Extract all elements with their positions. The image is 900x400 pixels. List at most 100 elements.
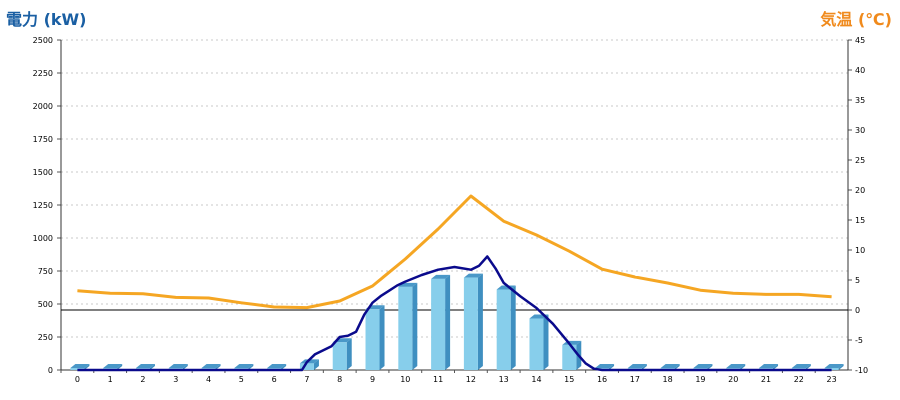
- bar: [299, 363, 314, 370]
- bar-side: [182, 364, 188, 370]
- x-tick-label: 3: [173, 375, 178, 384]
- left-axis-title: 電力 (kW): [6, 10, 87, 29]
- x-tick-label: 5: [239, 375, 244, 384]
- bar-side: [215, 364, 221, 370]
- x-tick-label: 13: [499, 375, 509, 384]
- bar-top: [759, 364, 779, 368]
- bar-side: [379, 305, 385, 370]
- bar-top: [267, 364, 287, 368]
- bar-top: [693, 364, 713, 368]
- x-tick-label: 4: [206, 375, 211, 384]
- bar-top: [824, 364, 844, 368]
- bar-top: [595, 364, 615, 368]
- bar-side: [412, 282, 418, 370]
- left-tick-label: 1250: [33, 201, 53, 210]
- left-tick-label: 1750: [33, 135, 53, 144]
- x-tick-label: 19: [695, 375, 705, 384]
- x-tick-label: 21: [761, 375, 771, 384]
- right-tick-label: 40: [855, 66, 865, 75]
- x-tick-label: 23: [827, 375, 837, 384]
- bar-side: [117, 364, 123, 370]
- bar: [70, 368, 85, 370]
- right-tick-label: 30: [855, 126, 865, 135]
- left-tick-label: 500: [38, 300, 53, 309]
- bar-top: [463, 273, 483, 278]
- x-tick-label: 1: [108, 375, 113, 384]
- left-tick-label: 1500: [33, 168, 53, 177]
- bar: [431, 278, 446, 370]
- left-tick-label: 2000: [33, 102, 53, 111]
- bar-top: [431, 274, 451, 279]
- bar: [463, 277, 478, 370]
- right-tick-label: -5: [855, 336, 863, 345]
- x-tick-label: 7: [304, 375, 309, 384]
- right-tick-label: 10: [855, 246, 865, 255]
- x-tick-label: 18: [663, 375, 673, 384]
- bar-top: [103, 364, 123, 368]
- x-tick-label: 22: [794, 375, 804, 384]
- x-tick-label: 14: [531, 375, 541, 384]
- x-tick-label: 9: [370, 375, 375, 384]
- left-tick-label: 1000: [33, 234, 53, 243]
- bar-side: [674, 364, 680, 370]
- right-tick-label: 15: [855, 216, 865, 225]
- bar: [365, 309, 380, 370]
- bar: [824, 368, 839, 370]
- right-tick-label: 0: [855, 306, 860, 315]
- right-tick-label: 5: [855, 276, 860, 285]
- bar-side: [641, 364, 647, 370]
- x-tick-label: 0: [75, 375, 80, 384]
- right-tick-label: 45: [855, 36, 865, 45]
- left-tick-label: 0: [48, 366, 53, 375]
- bar-side: [838, 364, 844, 370]
- left-tick-label: 2250: [33, 69, 53, 78]
- x-tick-label: 11: [433, 375, 443, 384]
- bar-top: [791, 364, 811, 368]
- x-tick-label: 20: [728, 375, 738, 384]
- bar-top: [70, 364, 90, 368]
- bar-top: [234, 364, 254, 368]
- bar-top: [627, 364, 647, 368]
- right-axis-title: 気温 (℃): [820, 10, 892, 29]
- bar-top: [726, 364, 746, 368]
- bar-side: [248, 364, 254, 370]
- power-series-line: [77, 255, 832, 372]
- right-tick-label: 35: [855, 96, 865, 105]
- bar-side: [773, 364, 779, 370]
- x-tick-label: 15: [564, 375, 574, 384]
- bar: [529, 318, 544, 370]
- bar-top: [168, 364, 188, 368]
- bar-side: [740, 364, 746, 370]
- bar: [398, 286, 413, 370]
- x-tick-label: 6: [272, 375, 277, 384]
- bar-top: [201, 364, 221, 368]
- x-tick-label: 12: [466, 375, 476, 384]
- bar-side: [445, 274, 451, 370]
- temperature-series-line: [77, 194, 832, 310]
- x-tick-label: 2: [140, 375, 145, 384]
- bar-side: [84, 364, 90, 370]
- bar-side: [707, 364, 713, 370]
- bar: [332, 342, 347, 370]
- bar-side: [281, 364, 287, 370]
- left-tick-label: 250: [38, 333, 53, 342]
- right-tick-label: 20: [855, 186, 865, 195]
- bar-side: [313, 359, 319, 370]
- left-tick-label: 750: [38, 267, 53, 276]
- x-tick-label: 16: [597, 375, 607, 384]
- x-tick-label: 10: [400, 375, 410, 384]
- bar-side: [477, 273, 483, 370]
- bar-side: [149, 364, 155, 370]
- bar: [562, 344, 577, 370]
- x-tick-label: 8: [337, 375, 342, 384]
- bar-top: [660, 364, 680, 368]
- x-tick-label: 17: [630, 375, 640, 384]
- bar-top: [299, 359, 319, 364]
- right-tick-label: -10: [855, 366, 868, 375]
- bar: [496, 289, 511, 370]
- bar-top: [135, 364, 155, 368]
- bar-side: [805, 364, 811, 370]
- bar-side: [510, 285, 516, 370]
